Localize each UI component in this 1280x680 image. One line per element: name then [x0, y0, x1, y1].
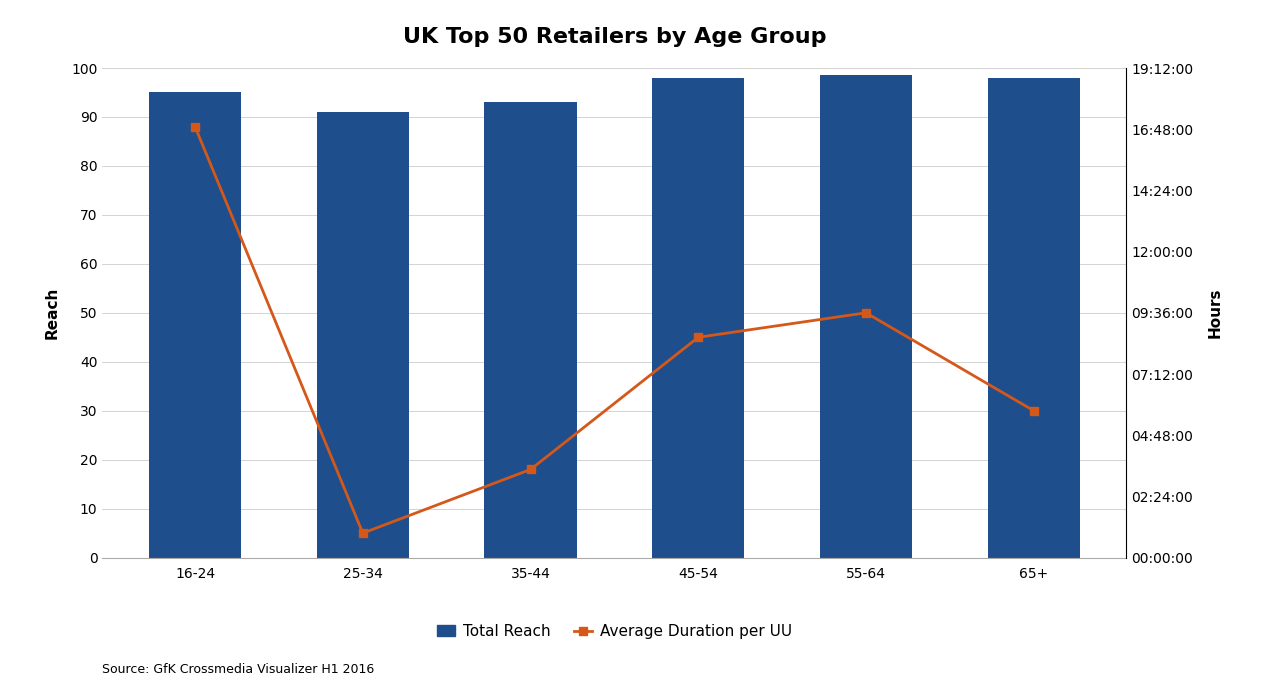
Average Duration per UU — [522, 465, 538, 473]
Average Duration per UU — [1027, 407, 1042, 415]
Y-axis label: Reach: Reach — [45, 286, 60, 339]
Line: Average Duration per UU: Average Duration per UU — [191, 122, 1038, 537]
Average Duration per UU — [355, 529, 370, 537]
Average Duration per UU — [187, 122, 202, 131]
Bar — [316, 112, 408, 558]
Average Duration per UU — [691, 333, 707, 341]
Bar — [652, 78, 745, 558]
Average Duration per UU — [859, 309, 874, 317]
Legend: Total Reach, Average Duration per UU: Total Reach, Average Duration per UU — [431, 618, 797, 645]
Bar — [148, 92, 241, 558]
Y-axis label: Hours: Hours — [1207, 288, 1222, 338]
Bar — [484, 102, 577, 558]
Bar — [820, 75, 913, 558]
Text: Source: GfK Crossmedia Visualizer H1 2016: Source: GfK Crossmedia Visualizer H1 201… — [102, 663, 375, 676]
Bar — [988, 78, 1080, 558]
Title: UK Top 50 Retailers by Age Group: UK Top 50 Retailers by Age Group — [403, 27, 826, 47]
